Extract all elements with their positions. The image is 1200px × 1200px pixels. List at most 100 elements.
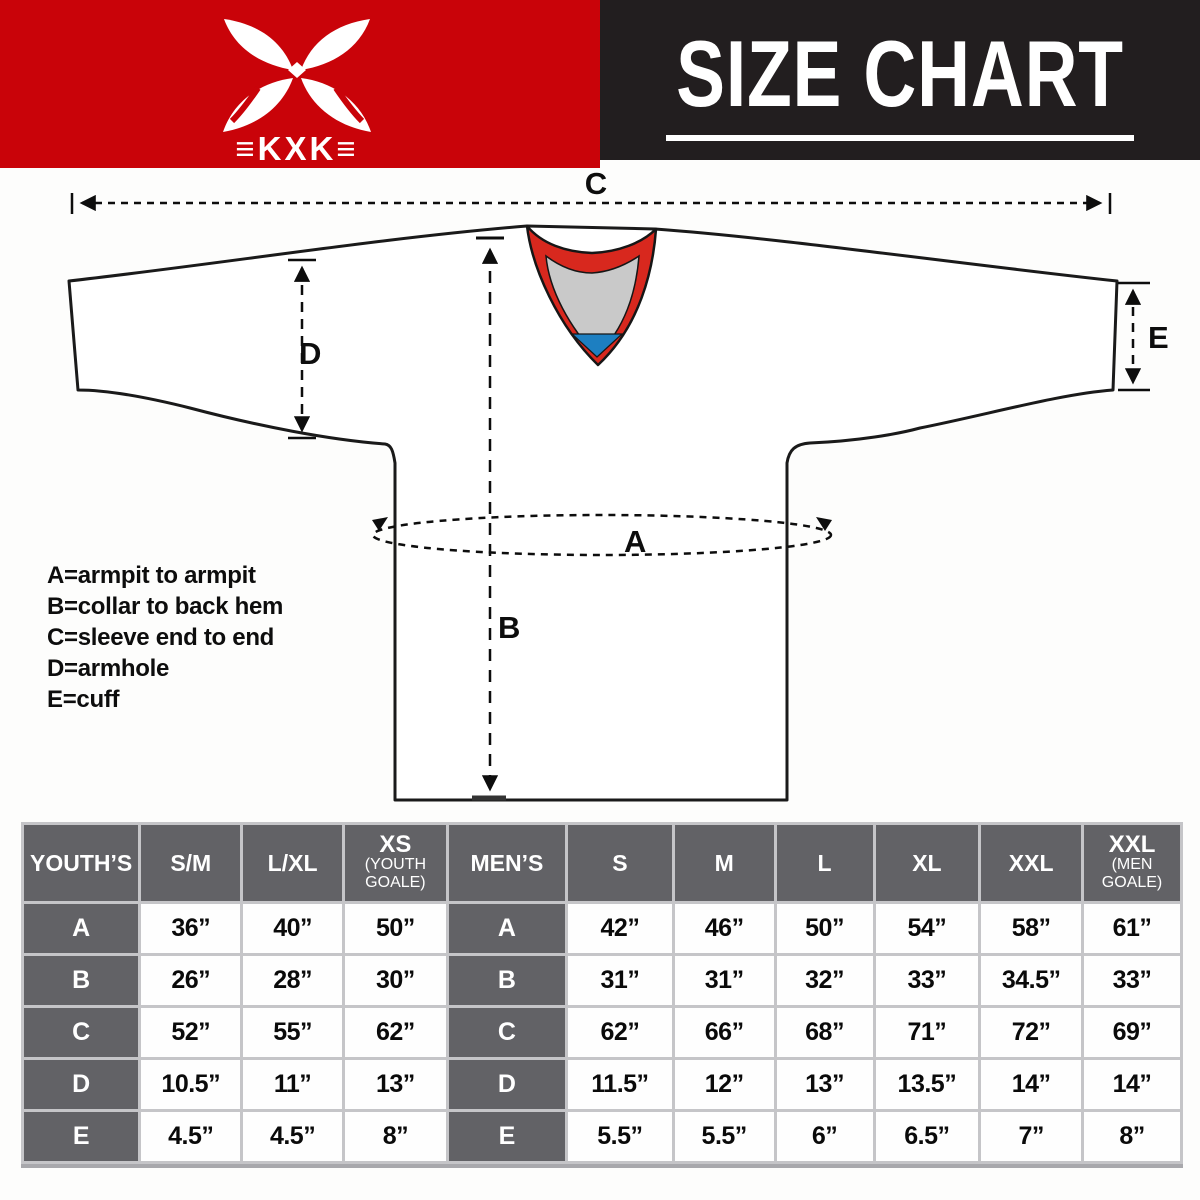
header-banner: ≡KXK≡ SIZE CHART [0,0,1200,168]
men-goalie-sub1: (MEN [1111,856,1153,873]
youth-goalie-sub2: GOALE) [365,874,426,891]
men-col-header-l: L [776,825,873,901]
table-cell: 32” [776,956,873,1005]
men-row-label-c: C [448,1008,566,1057]
youth-col-header-goalie: XS (YOUTH GOALE) [345,825,446,901]
dim-label-e: E [1148,320,1169,355]
table-cell: 55” [243,1008,343,1057]
table-cell: 33” [875,956,979,1005]
table-cell: 10.5” [141,1060,241,1109]
table-cell: 33” [1084,956,1180,1005]
men-goalie-size: XXL [1108,831,1156,858]
collar-gray-inset [545,254,640,358]
table-cell: 36” [141,904,241,953]
table-cell: 12” [674,1060,774,1109]
table-cell: 69” [1084,1008,1180,1057]
table-cell: 11.5” [568,1060,672,1109]
men-row-label-e: E [448,1112,566,1161]
jersey-diagram: C D B E A A=armpit to armpit B=c [0,168,1200,822]
youth-row-label-c: C [24,1008,139,1057]
men-row-label-b: B [448,956,566,1005]
youth-row-label-e: E [24,1112,139,1161]
table-cell: 52” [141,1008,241,1057]
jersey-diagram-svg: C D B E A [67,168,1169,802]
table-cell: 5.5” [568,1112,672,1161]
page-title: SIZE CHART [676,20,1124,126]
legend-line-b: B=collar to back hem [47,593,284,620]
table-cell: 11” [243,1060,343,1109]
brand-banner: ≡KXK≡ [0,0,600,168]
table-cell: 13” [345,1060,446,1109]
youth-group-header: YOUTH’S [24,825,139,901]
table-cell: 58” [981,904,1082,953]
a-chest-ellipse [371,513,833,557]
youth-col-header-sm: S/M [141,825,241,901]
table-cell: 34.5” [981,956,1082,1005]
table-cell: 54” [875,904,979,953]
table-cell: 72” [981,1008,1082,1057]
youth-row-label-a: A [24,904,139,953]
men-row-label-a: A [448,904,566,953]
youth-row-label-b: B [24,956,139,1005]
kxk-logo-text: ≡KXK≡ [235,130,358,167]
table-cell: 5.5” [674,1112,774,1161]
table-cell: 31” [568,956,672,1005]
men-col-header-s: S [568,825,672,901]
men-col-header-xl: XL [875,825,979,901]
table-cell: 40” [243,904,343,953]
youth-col-header-lxl: L/XL [243,825,343,901]
men-row-label-d: D [448,1060,566,1109]
table-cell: 13.5” [875,1060,979,1109]
table-cell: 61” [1084,904,1180,953]
table-cell: 62” [345,1008,446,1057]
men-col-header-m: M [674,825,774,901]
legend-line-a: A=armpit to armpit [47,562,256,589]
men-group-header: MEN’S [448,825,566,901]
table-cell: 4.5” [141,1112,241,1161]
dim-label-c: C [585,168,607,201]
legend-line-c: C=sleeve end to end [47,624,275,651]
a-arrow-left [372,517,388,531]
table-cell: 46” [674,904,774,953]
legend-line-d: D=armhole [47,655,170,682]
table-cell: 66” [674,1008,774,1057]
table-cell: 50” [345,904,446,953]
table-cell: 28” [243,956,343,1005]
table-cell: 14” [1084,1060,1180,1109]
size-table: YOUTH’S S/M L/XL XS (YOUTH GOALE) MEN’S … [21,822,1183,1168]
table-cell: 26” [141,956,241,1005]
table-cell: 7” [981,1112,1082,1161]
dim-label-a: A [624,524,646,559]
title-underline [666,134,1134,141]
table-cell: 14” [981,1060,1082,1109]
title-banner: SIZE CHART [600,0,1200,160]
table-cell: 50” [776,904,873,953]
youth-goalie-size: XS [379,831,412,858]
table-cell: 4.5” [243,1112,343,1161]
a-arrow-right [816,517,832,531]
jersey-outline [67,224,1119,802]
table-cell: 62” [568,1008,672,1057]
table-cell: 8” [1084,1112,1180,1161]
table-cell: 30” [345,956,446,1005]
youth-goalie-sub1: (YOUTH [364,856,427,873]
table-cell: 13” [776,1060,873,1109]
men-col-header-goalie: XXL (MEN GOALE) [1084,825,1180,901]
dim-label-b: B [498,610,520,645]
collar-blue-tip [570,333,624,358]
kxk-logo-icon: ≡KXK≡ [223,19,371,167]
men-col-header-xxl: XXL [981,825,1082,901]
table-cell: 71” [875,1008,979,1057]
dim-label-d: D [299,336,321,371]
table-cell: 6.5” [875,1112,979,1161]
youth-row-label-d: D [24,1060,139,1109]
table-cell: 68” [776,1008,873,1057]
legend-line-e: E=cuff [47,686,120,713]
table-cell: 31” [674,956,774,1005]
table-cell: 6” [776,1112,873,1161]
men-goalie-sub2: GOALE) [1101,874,1163,891]
table-cell: 42” [568,904,672,953]
measurement-legend: A=armpit to armpit B=collar to back hem … [47,560,407,715]
table-cell: 8” [345,1112,446,1161]
